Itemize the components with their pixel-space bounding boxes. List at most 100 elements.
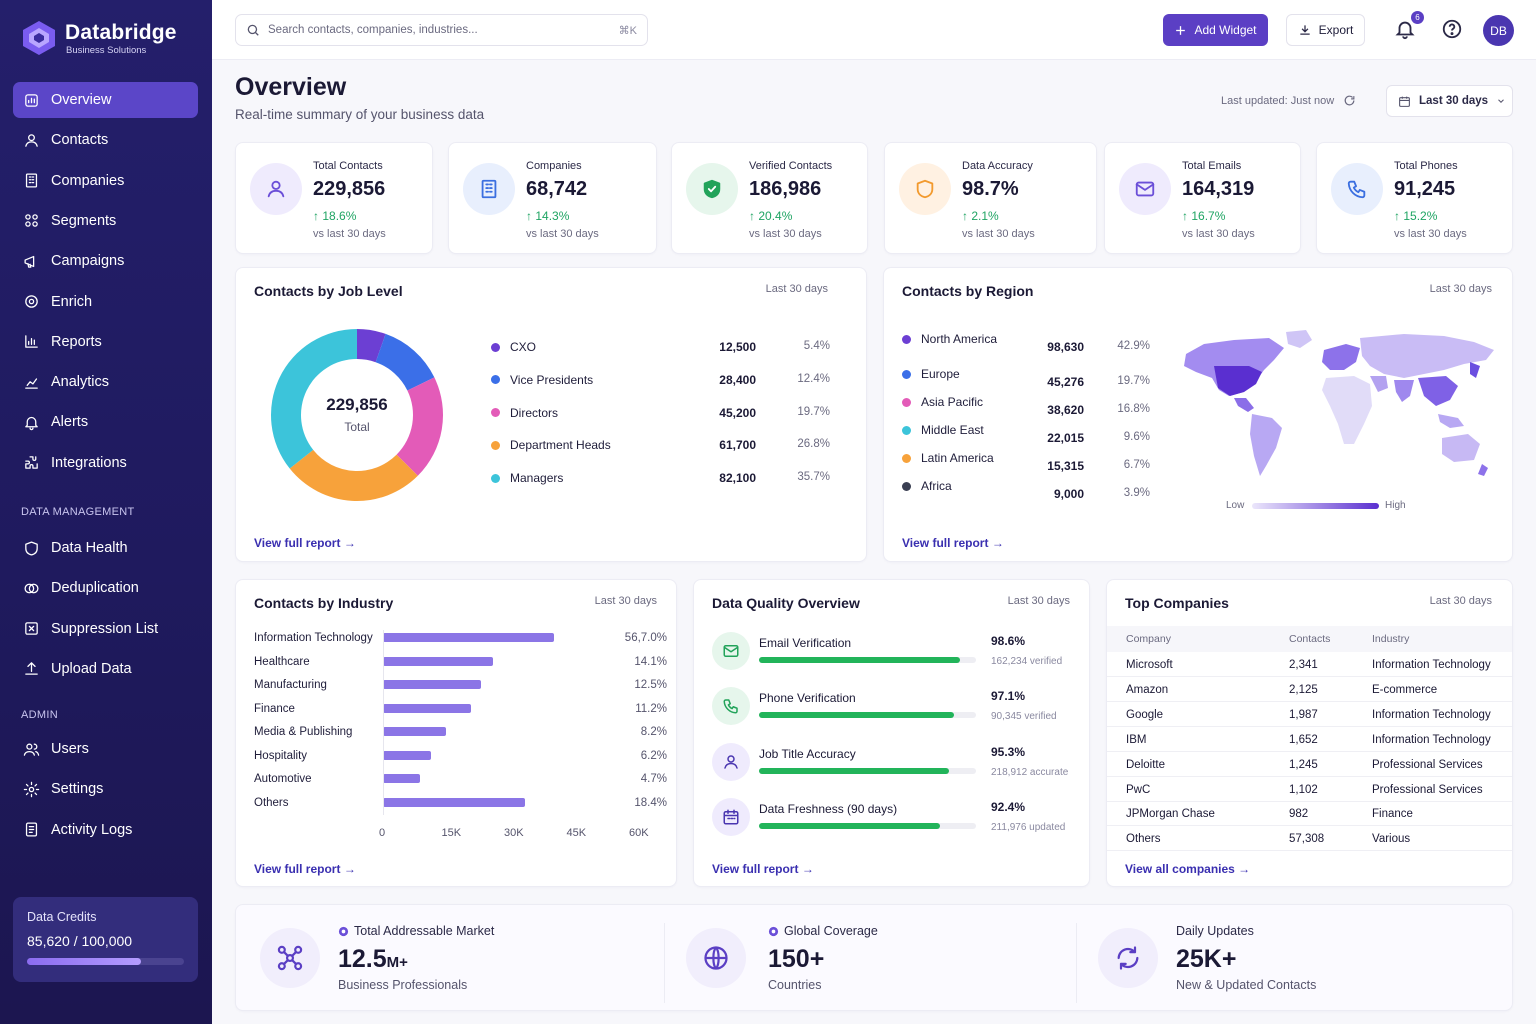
mail-icon bbox=[723, 645, 739, 657]
info-dot-icon bbox=[768, 926, 779, 936]
megaphone-icon bbox=[24, 255, 35, 268]
industry-bar[interactable] bbox=[383, 797, 525, 807]
sidebar-item-enrich[interactable]: Enrich bbox=[13, 284, 198, 320]
sidebar-item-data-health[interactable]: Data Health bbox=[13, 530, 198, 566]
company-industry: Information Technology bbox=[1372, 659, 1491, 671]
summary-sub: Countries bbox=[768, 978, 822, 992]
stat-label: Total Contacts bbox=[313, 160, 383, 172]
industry-bar[interactable] bbox=[383, 633, 554, 642]
sidebar-item-contacts[interactable]: Contacts bbox=[13, 122, 198, 158]
sidebar-item-alerts[interactable]: Alerts bbox=[13, 404, 198, 440]
add-widget-button[interactable]: Add Widget bbox=[1163, 14, 1268, 46]
summary-value: 12.5M+ bbox=[338, 945, 408, 974]
section-data-management: DATA MANAGEMENT bbox=[21, 506, 135, 518]
table-row[interactable]: JPMorgan Chase 982 Finance bbox=[1107, 801, 1512, 827]
credits-progress bbox=[27, 958, 184, 965]
sidebar-item-suppression-list[interactable]: Suppression List bbox=[13, 611, 198, 647]
table-row[interactable]: Microsoft 2,341 Information Technology bbox=[1107, 652, 1512, 677]
table-row[interactable]: Amazon 2,125 E-commerce bbox=[1107, 677, 1512, 702]
brand-subtitle: Business Solutions bbox=[66, 45, 147, 56]
search-box[interactable]: Search contacts, companies, industries..… bbox=[235, 14, 648, 46]
quality-progress bbox=[759, 657, 976, 663]
region-pct: 3.9% bbox=[1123, 487, 1150, 499]
region-value: 15,315 bbox=[1047, 459, 1084, 473]
donut-slice-cxo[interactable] bbox=[357, 329, 386, 363]
stat-change-value: 20.4% bbox=[758, 209, 793, 223]
table-row[interactable]: IBM 1,652 Information Technology bbox=[1107, 727, 1512, 752]
segments-icon bbox=[25, 214, 38, 228]
industry-bar[interactable] bbox=[383, 703, 471, 713]
bell-icon[interactable] bbox=[1394, 18, 1416, 40]
sidebar-item-segments[interactable]: Segments bbox=[13, 203, 198, 239]
region-legend-item: Europe bbox=[902, 367, 960, 381]
company-industry: E-commerce bbox=[1372, 683, 1438, 696]
calendar-icon bbox=[723, 809, 739, 825]
quality-icon-circle bbox=[712, 687, 750, 726]
industry-bar[interactable] bbox=[383, 727, 446, 736]
date-range-label: Last 30 days bbox=[1419, 95, 1489, 107]
stat-value: 164,319 bbox=[1182, 178, 1255, 200]
sidebar-item-overview[interactable]: Overview bbox=[13, 82, 198, 118]
donut-slice-managers[interactable] bbox=[271, 329, 357, 469]
industry-bar[interactable] bbox=[383, 656, 494, 666]
industry-view-report-link[interactable]: View full report → bbox=[254, 862, 356, 876]
sidebar-item-campaigns[interactable]: Campaigns bbox=[13, 243, 198, 279]
arrow-right-icon: → bbox=[1238, 862, 1251, 876]
sidebar-item-integrations[interactable]: Integrations bbox=[13, 445, 198, 481]
col-industry: Industry bbox=[1372, 633, 1410, 645]
stat-change: ↑ 16.7% bbox=[1182, 209, 1225, 223]
sidebar-item-reports[interactable]: Reports bbox=[13, 324, 198, 360]
company-name: JPMorgan Chase bbox=[1126, 808, 1215, 821]
job-level-value: 12,500 bbox=[719, 340, 756, 354]
sidebar-item-companies[interactable]: Companies bbox=[13, 163, 198, 199]
region-legend-item: North America bbox=[902, 332, 997, 346]
stat-card-verified-contacts: Verified Contacts 186,986 ↑ 20.4% vs las… bbox=[671, 142, 868, 254]
table-row[interactable]: Deloitte 1,245 Professional Services bbox=[1107, 752, 1512, 777]
refresh-icon[interactable] bbox=[1343, 94, 1356, 107]
table-row[interactable]: Others 57,308 Various bbox=[1107, 826, 1512, 852]
search-input[interactable]: Search contacts, companies, industries..… bbox=[268, 24, 478, 36]
industry-bar[interactable] bbox=[383, 750, 431, 760]
quality-label: Job Title Accuracy bbox=[759, 746, 856, 761]
sidebar-item-deduplication[interactable]: Deduplication bbox=[13, 570, 198, 606]
region-view-report-link[interactable]: View full report → bbox=[902, 536, 1004, 550]
industry-bar[interactable] bbox=[383, 774, 420, 783]
sidebar-item-upload-data[interactable]: Upload Data bbox=[13, 651, 198, 687]
quality-pct: 97.1% bbox=[991, 689, 1026, 704]
industry-title: Contacts by Industry bbox=[254, 595, 394, 611]
credits-label: Data Credits bbox=[27, 910, 97, 924]
industry-bar[interactable] bbox=[383, 680, 481, 689]
table-row[interactable]: Google 1,987 Information Technology bbox=[1107, 702, 1512, 727]
export-button[interactable]: Export bbox=[1286, 14, 1365, 46]
users-icon bbox=[23, 743, 40, 756]
region-value: 22,015 bbox=[1047, 431, 1084, 445]
date-range-select[interactable]: Last 30 days bbox=[1386, 85, 1513, 117]
puzzle-icon bbox=[25, 456, 38, 469]
sidebar-item-label: Integrations bbox=[51, 454, 127, 471]
refresh-icon bbox=[1117, 946, 1139, 970]
sidebar-item-settings[interactable]: Settings bbox=[13, 771, 198, 807]
company-name: IBM bbox=[1126, 733, 1147, 746]
sidebar-item-analytics[interactable]: Analytics bbox=[13, 364, 198, 400]
donut-total-label: Total bbox=[344, 420, 370, 434]
donut-slice-department-heads[interactable] bbox=[289, 449, 418, 501]
region-pct: 19.7% bbox=[1117, 375, 1150, 387]
view-all-companies-link[interactable]: View all companies → bbox=[1125, 862, 1250, 876]
quality-view-report-link[interactable]: View full report → bbox=[712, 862, 814, 876]
job-level-view-report-link[interactable]: View full report → bbox=[254, 536, 356, 550]
data-credits-card: Data Credits 85,620 / 100,000 bbox=[13, 897, 198, 982]
donut-slice-vice-presidents[interactable] bbox=[375, 333, 435, 391]
gear-icon bbox=[23, 781, 40, 798]
job-level-pct: 35.7% bbox=[797, 471, 830, 484]
table-row[interactable]: PwC 1,102 Professional Services bbox=[1107, 777, 1512, 802]
donut-slice-directors[interactable] bbox=[396, 377, 443, 476]
avatar[interactable]: DB bbox=[1483, 15, 1514, 46]
stat-value: 68,742 bbox=[526, 178, 588, 200]
legend-dot bbox=[491, 473, 500, 483]
legend-dot bbox=[902, 425, 911, 435]
industry-pct: 8.2% bbox=[640, 726, 667, 738]
summary-label-text: Total Addressable Market bbox=[354, 924, 495, 938]
sidebar-item-activity-logs[interactable]: Activity Logs bbox=[13, 812, 198, 848]
help-icon[interactable] bbox=[1441, 18, 1463, 40]
sidebar-item-users[interactable]: Users bbox=[13, 731, 198, 767]
